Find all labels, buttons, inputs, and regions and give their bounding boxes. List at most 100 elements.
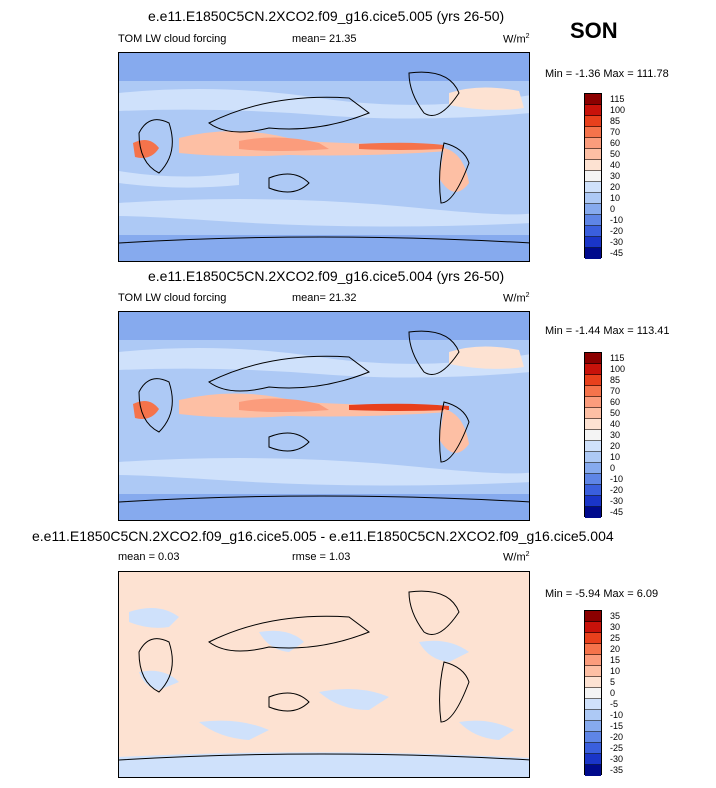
colorbar-tick-label: 30	[610, 429, 621, 440]
panel2-colorbar	[584, 352, 602, 518]
colorbar-tick-label: 100	[610, 363, 626, 374]
colorbar-tick-label: 30	[610, 170, 621, 181]
panel1-title: e.e11.E1850C5CN.2XCO2.f09_g16.cice5.005 …	[148, 8, 505, 24]
colorbar-swatch	[585, 386, 601, 397]
colorbar-swatch	[585, 496, 601, 507]
panel3-mean-label: mean = 0.03	[118, 551, 180, 563]
colorbar-swatch	[585, 688, 601, 699]
colorbar-swatch	[585, 677, 601, 688]
panel1-colorbar	[584, 93, 602, 259]
colorbar-tick-label: 20	[610, 643, 621, 654]
colorbar-tick-label: 115	[610, 352, 625, 363]
colorbar-swatch	[585, 754, 601, 765]
colorbar-tick-label: 35	[610, 610, 621, 621]
colorbar-tick-label: -30	[610, 236, 624, 247]
colorbar-swatch	[585, 397, 601, 408]
colorbar-tick-label: 85	[610, 115, 621, 126]
panel2-variable-label: TOM LW cloud forcing	[118, 292, 227, 304]
colorbar-swatch	[585, 743, 601, 754]
panel1-minmax: Min = -1.36 Max = 111.78	[545, 68, 669, 80]
colorbar-swatch	[585, 622, 601, 633]
colorbar-tick-label: 60	[610, 137, 621, 148]
colorbar-tick-label: 50	[610, 407, 621, 418]
colorbar-swatch	[585, 485, 601, 496]
colorbar-tick-label: 85	[610, 374, 621, 385]
colorbar-swatch	[585, 204, 601, 215]
colorbar-swatch	[585, 474, 601, 485]
colorbar-swatch	[585, 226, 601, 237]
colorbar-tick-label: -20	[610, 484, 624, 495]
panel3-units: W/m2	[503, 551, 530, 564]
colorbar-tick-label: 115	[610, 93, 625, 104]
colorbar-swatch	[585, 408, 601, 419]
colorbar-tick-label: -10	[610, 214, 624, 225]
panel1-mean-label: mean= 21.35	[292, 33, 357, 45]
colorbar-swatch	[585, 353, 601, 364]
colorbar-tick-label: -35	[610, 764, 624, 775]
colorbar-swatch	[585, 721, 601, 732]
colorbar-swatch	[585, 127, 601, 138]
season-label: SON	[570, 18, 618, 43]
colorbar-swatch	[585, 765, 601, 776]
colorbar-swatch	[585, 215, 601, 226]
colorbar-swatch	[585, 116, 601, 127]
panel3-rmse-label: rmse = 1.03	[292, 551, 351, 563]
colorbar-swatch	[585, 160, 601, 171]
colorbar-tick-label: 70	[610, 126, 621, 137]
colorbar-tick-label: 60	[610, 396, 621, 407]
colorbar-tick-label: -5	[610, 698, 619, 709]
colorbar-swatch	[585, 138, 601, 149]
colorbar-swatch	[585, 463, 601, 474]
colorbar-tick-label: 50	[610, 148, 621, 159]
colorbar-tick-label: -10	[610, 709, 624, 720]
colorbar-tick-label: 20	[610, 181, 621, 192]
colorbar-tick-label: 25	[610, 632, 621, 643]
colorbar-tick-label: 10	[610, 451, 621, 462]
colorbar-tick-label: -25	[610, 742, 624, 753]
colorbar-swatch	[585, 171, 601, 182]
colorbar-tick-label: -30	[610, 753, 624, 764]
panel1-variable-label: TOM LW cloud forcing	[118, 33, 227, 45]
colorbar-swatch	[585, 182, 601, 193]
colorbar-swatch	[585, 419, 601, 430]
panel3-minmax: Min = -5.94 Max = 6.09	[545, 588, 659, 600]
colorbar-swatch	[585, 375, 601, 386]
panel2-title: e.e11.E1850C5CN.2XCO2.f09_g16.cice5.004 …	[148, 268, 505, 284]
colorbar-swatch	[585, 441, 601, 452]
colorbar-swatch	[585, 644, 601, 655]
colorbar-tick-label: 5	[610, 676, 616, 687]
colorbar-swatch	[585, 430, 601, 441]
colorbar-tick-label: -20	[610, 225, 624, 236]
colorbar-tick-label: 30	[610, 621, 621, 632]
colorbar-swatch	[585, 248, 601, 259]
colorbar-tick-label: 40	[610, 159, 621, 170]
colorbar-tick-label: -10	[610, 473, 624, 484]
panel3-colorbar	[584, 610, 602, 776]
colorbar-swatch	[585, 732, 601, 743]
colorbar-swatch	[585, 364, 601, 375]
panel3-title: e.e11.E1850C5CN.2XCO2.f09_g16.cice5.005 …	[32, 528, 614, 544]
colorbar-tick-label: -15	[610, 720, 624, 731]
colorbar-tick-label: -20	[610, 731, 624, 742]
colorbar-tick-label: 0	[610, 462, 616, 473]
colorbar-swatch	[585, 237, 601, 248]
panel2-units: W/m2	[503, 292, 530, 305]
colorbar-swatch	[585, 149, 601, 160]
colorbar-swatch	[585, 710, 601, 721]
colorbar-swatch	[585, 94, 601, 105]
colorbar-tick-label: 0	[610, 687, 616, 698]
colorbar-swatch	[585, 193, 601, 204]
colorbar-tick-label: 0	[610, 203, 616, 214]
colorbar-swatch	[585, 507, 601, 518]
panel2-map	[118, 311, 530, 521]
colorbar-tick-label: 10	[610, 192, 621, 203]
colorbar-tick-label: 40	[610, 418, 621, 429]
colorbar-swatch	[585, 655, 601, 666]
colorbar-tick-label: -45	[610, 506, 624, 517]
colorbar-tick-label: 10	[610, 665, 621, 676]
colorbar-tick-label: 100	[610, 104, 626, 115]
colorbar-tick-label: -30	[610, 495, 624, 506]
panel2-mean-label: mean= 21.32	[292, 292, 357, 304]
colorbar-tick-label: 20	[610, 440, 621, 451]
colorbar-swatch	[585, 452, 601, 463]
